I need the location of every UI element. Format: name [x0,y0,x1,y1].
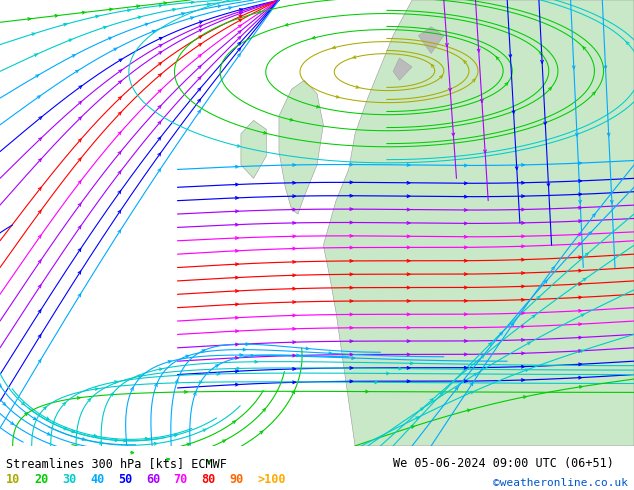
Text: We 05-06-2024 09:00 UTC (06+51): We 05-06-2024 09:00 UTC (06+51) [393,457,614,470]
Polygon shape [241,121,266,178]
Text: 90: 90 [230,472,243,486]
Text: 80: 80 [202,472,216,486]
Polygon shape [323,0,634,446]
Polygon shape [418,27,444,53]
Text: 30: 30 [62,472,76,486]
Text: 40: 40 [90,472,104,486]
Text: ©weatheronline.co.uk: ©weatheronline.co.uk [493,478,628,488]
Text: 60: 60 [146,472,160,486]
Polygon shape [279,80,323,214]
Text: 50: 50 [118,472,132,486]
Polygon shape [393,58,412,80]
Text: 10: 10 [6,472,20,486]
Text: Streamlines 300 hPa [kts] ECMWF: Streamlines 300 hPa [kts] ECMWF [6,457,227,470]
Text: 70: 70 [174,472,188,486]
Text: >100: >100 [257,472,286,486]
Text: 20: 20 [34,472,48,486]
